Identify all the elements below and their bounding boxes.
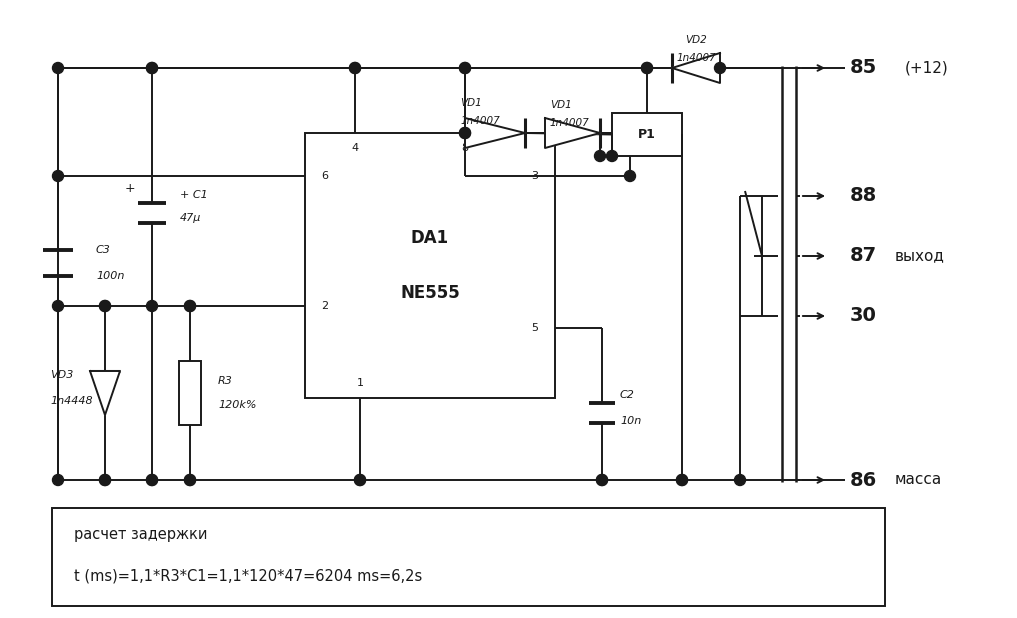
Bar xyxy=(305,133,555,398)
Text: 30: 30 xyxy=(850,307,877,326)
Circle shape xyxy=(184,475,195,486)
Text: VD3: VD3 xyxy=(50,370,73,380)
Text: 8: 8 xyxy=(462,143,469,153)
Bar xyxy=(179,361,201,425)
Circle shape xyxy=(146,475,158,486)
Text: 5: 5 xyxy=(532,323,538,333)
Circle shape xyxy=(460,127,471,138)
Circle shape xyxy=(355,475,365,486)
Text: 4: 4 xyxy=(352,143,359,153)
Circle shape xyxy=(146,62,158,74)
Circle shape xyxy=(606,151,617,161)
Text: 88: 88 xyxy=(850,187,878,206)
Circle shape xyxy=(53,62,63,74)
Polygon shape xyxy=(465,118,525,148)
Circle shape xyxy=(460,62,471,74)
Text: t (ms)=1,1*R3*C1=1,1*120*47=6204 ms=6,2s: t (ms)=1,1*R3*C1=1,1*120*47=6204 ms=6,2s xyxy=(74,569,422,583)
Bar xyxy=(52,508,885,606)
Text: 1: 1 xyxy=(357,378,363,388)
Circle shape xyxy=(184,300,195,311)
Text: VD1: VD1 xyxy=(550,100,572,110)
Text: 1n4448: 1n4448 xyxy=(50,396,93,406)
Polygon shape xyxy=(672,53,720,83)
Circle shape xyxy=(676,475,687,486)
Text: расчет задержки: расчет задержки xyxy=(74,527,207,541)
Circle shape xyxy=(184,475,195,486)
Circle shape xyxy=(597,475,607,486)
Text: P1: P1 xyxy=(638,128,656,141)
Circle shape xyxy=(624,171,636,182)
Circle shape xyxy=(146,62,158,74)
Text: масса: масса xyxy=(895,473,942,488)
Polygon shape xyxy=(545,118,600,148)
Circle shape xyxy=(350,62,360,74)
Polygon shape xyxy=(89,371,120,415)
Circle shape xyxy=(715,62,725,74)
Circle shape xyxy=(350,62,360,74)
Circle shape xyxy=(642,62,653,74)
Circle shape xyxy=(597,475,607,486)
Circle shape xyxy=(460,62,471,74)
Text: 87: 87 xyxy=(850,247,877,266)
Circle shape xyxy=(642,62,653,74)
Circle shape xyxy=(53,475,63,486)
Text: 3: 3 xyxy=(532,171,538,181)
Text: C2: C2 xyxy=(620,390,635,400)
Text: 47µ: 47µ xyxy=(180,213,201,223)
Text: C3: C3 xyxy=(96,245,111,255)
Text: выход: выход xyxy=(895,248,945,263)
Circle shape xyxy=(595,151,605,161)
Text: 120k%: 120k% xyxy=(218,400,256,410)
Text: 86: 86 xyxy=(850,470,878,489)
Circle shape xyxy=(146,475,158,486)
Circle shape xyxy=(53,171,63,182)
Circle shape xyxy=(734,475,745,486)
Text: 2: 2 xyxy=(321,301,328,311)
Circle shape xyxy=(100,475,111,486)
Text: 100n: 100n xyxy=(96,271,124,281)
Text: R3: R3 xyxy=(218,376,233,386)
Circle shape xyxy=(146,300,158,311)
Text: 6: 6 xyxy=(321,171,328,181)
Text: 10n: 10n xyxy=(620,416,642,426)
Circle shape xyxy=(460,127,471,138)
Circle shape xyxy=(53,300,63,311)
Text: (+12): (+12) xyxy=(905,61,949,75)
Circle shape xyxy=(100,475,111,486)
Text: VD2: VD2 xyxy=(685,35,707,45)
Text: 1n4007: 1n4007 xyxy=(460,116,499,126)
Circle shape xyxy=(100,300,111,311)
Circle shape xyxy=(355,475,365,486)
Text: VD1: VD1 xyxy=(460,98,482,108)
Text: NE555: NE555 xyxy=(400,284,460,302)
Text: 1n4007: 1n4007 xyxy=(676,53,716,63)
Text: 85: 85 xyxy=(850,59,878,77)
Text: +: + xyxy=(125,182,135,195)
Text: 1n4007: 1n4007 xyxy=(550,118,590,128)
Text: + C1: + C1 xyxy=(180,190,207,200)
Text: DA1: DA1 xyxy=(411,229,450,247)
Circle shape xyxy=(676,475,687,486)
Circle shape xyxy=(100,300,111,311)
Bar xyxy=(612,113,682,156)
Circle shape xyxy=(184,300,195,311)
